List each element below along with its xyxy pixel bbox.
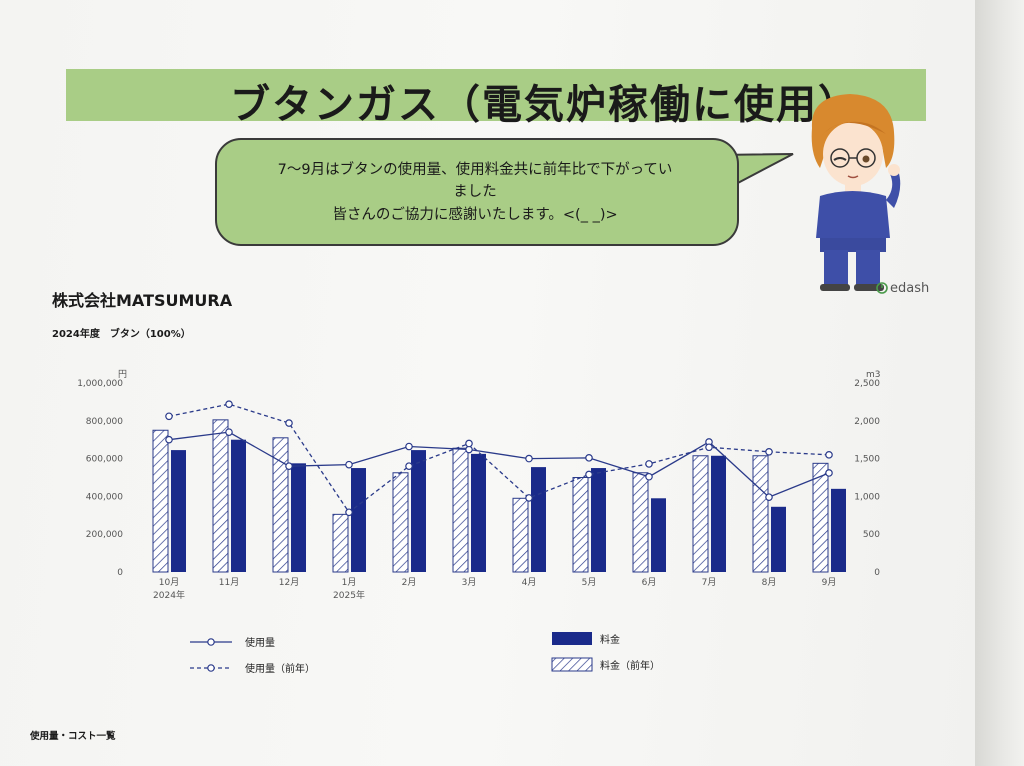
bar-prev-year xyxy=(752,455,769,573)
left-tick-label: 600,000 xyxy=(86,455,123,465)
usage-prev-point xyxy=(405,462,413,470)
usage-point xyxy=(525,454,533,463)
bubble-line-2: ました xyxy=(453,184,497,200)
bar-prev-year xyxy=(152,429,169,573)
category-label: 7月 xyxy=(702,577,717,588)
usage-point xyxy=(645,472,653,481)
bubble-line-3: 皆さんのご協力に感謝いたします。<(_ _)> xyxy=(332,207,618,223)
usage-prev-point xyxy=(525,494,533,502)
legend-marker-usage-prev xyxy=(207,664,215,672)
page-title: ブタンガス（電気炉稼働に使用） xyxy=(230,82,860,128)
left-tick-label: 1,000,000 xyxy=(77,379,123,389)
category-label: 6月 xyxy=(642,577,657,588)
bar-current xyxy=(411,450,426,572)
usage-point xyxy=(225,428,233,436)
brand-name: edash xyxy=(890,281,930,296)
bar-prev-year xyxy=(692,455,709,573)
usage-prev-point xyxy=(765,447,773,456)
left-tick-label: 0 xyxy=(117,568,123,578)
category-label: 8月 xyxy=(762,577,777,588)
bar-current xyxy=(291,463,306,572)
bar-prev-year xyxy=(512,497,529,573)
usage-point xyxy=(825,469,833,477)
usage-prev-point xyxy=(225,400,233,408)
usage-point xyxy=(585,454,593,462)
usage-prev-point xyxy=(465,439,473,448)
bar-prev-year xyxy=(392,472,409,573)
bar-current xyxy=(831,488,846,572)
bar-current xyxy=(171,450,186,572)
bar-current xyxy=(711,455,726,572)
right-tick-label: 2,500 xyxy=(854,379,880,389)
right-tick-label: 1,500 xyxy=(854,455,880,465)
legend-label-cost-prev: 料金（前年） xyxy=(600,659,660,672)
category-label: 3月 xyxy=(462,577,477,588)
bar-current xyxy=(651,498,666,572)
legend-label-cost: 料金 xyxy=(600,633,620,646)
bar-prev-year xyxy=(212,419,229,573)
right-tick-label: 500 xyxy=(863,530,880,540)
usage-prev-line xyxy=(168,403,830,514)
category-label: 2月 xyxy=(402,577,417,588)
left-tick-label: 800,000 xyxy=(86,417,123,427)
usage-point xyxy=(405,442,413,451)
category-label: 9月 xyxy=(822,577,837,588)
usage-line xyxy=(168,431,830,498)
usage-prev-point xyxy=(825,451,833,459)
usage-point xyxy=(465,445,473,454)
usage-prev-point xyxy=(345,508,353,517)
usage-prev-point xyxy=(645,460,653,468)
left-tick-label: 200,000 xyxy=(86,530,123,540)
legend-swatch-cost-prev xyxy=(551,657,593,672)
category-label: 5月 xyxy=(582,577,597,588)
category-sublabel: 2024年 xyxy=(153,589,185,601)
left-axis-unit: 円 xyxy=(118,369,127,380)
paper-edge-background xyxy=(975,0,1024,766)
bar-current xyxy=(471,453,486,572)
legend-label-usage-prev: 使用量（前年） xyxy=(245,662,315,675)
bar-prev-year xyxy=(332,513,349,573)
bar-prev-year xyxy=(632,472,649,573)
bar-prev-year xyxy=(572,477,589,573)
combo-chart: 円 m3 1,000,000 800,000 600,000 400,000 200,000… xyxy=(77,369,881,675)
footer-caption: 使用量・コスト一覧 xyxy=(30,731,116,742)
bar-prev-year xyxy=(812,462,829,573)
usage-prev-point xyxy=(585,470,593,479)
bubble-line-1: 7～9月はブタンの使用量、使用料金共に前年比で下がってい xyxy=(277,162,673,178)
usage-prev-point xyxy=(705,443,713,452)
usage-point xyxy=(345,460,353,469)
usage-prev-point xyxy=(165,412,173,421)
bar-current xyxy=(591,468,606,572)
bar-current xyxy=(351,468,366,572)
title-band xyxy=(66,69,926,121)
chart-subtitle: 2024年度 ブタン（100%） xyxy=(52,329,191,340)
bar-current xyxy=(531,467,546,572)
usage-point xyxy=(285,462,293,470)
category-label: 11月 xyxy=(219,577,239,588)
legend-label-usage: 使用量 xyxy=(245,636,275,649)
mascot-illustration xyxy=(811,94,901,291)
legend-swatch-cost xyxy=(552,632,592,645)
right-tick-label: 0 xyxy=(874,568,880,578)
usage-point xyxy=(765,493,773,501)
legend-marker-usage xyxy=(207,638,215,646)
speech-bubble xyxy=(215,138,739,246)
category-label: 4月 xyxy=(522,577,537,588)
category-sublabel: 2025年 xyxy=(333,589,365,601)
category-label: 12月 xyxy=(279,577,299,588)
bar-prev-year xyxy=(272,437,289,573)
bar-current xyxy=(231,439,246,572)
usage-prev-point xyxy=(285,419,293,427)
bar-current xyxy=(771,506,786,572)
left-tick-label: 400,000 xyxy=(86,492,123,502)
category-label: 1月 xyxy=(342,577,357,588)
bar-prev-year xyxy=(452,447,469,573)
right-axis-unit: m3 xyxy=(866,370,881,380)
right-tick-label: 1,000 xyxy=(854,492,880,502)
category-label: 10月 xyxy=(159,577,179,588)
edash-logo-icon xyxy=(876,282,888,294)
usage-point xyxy=(165,435,173,444)
right-tick-label: 2,000 xyxy=(854,417,880,427)
company-name: 株式会社MATSUMURA xyxy=(52,291,233,310)
